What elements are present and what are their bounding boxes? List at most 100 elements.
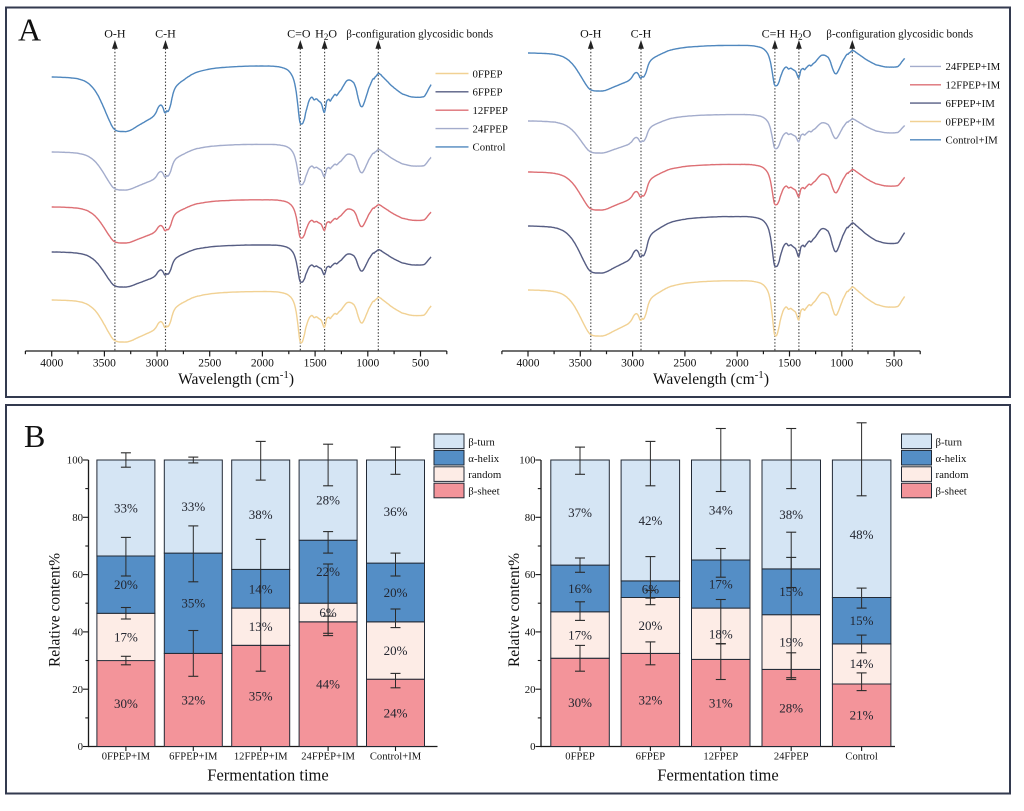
svg-text:28%: 28% <box>316 493 340 508</box>
svg-text:18%: 18% <box>709 626 733 641</box>
svg-text:H2O: H2O <box>315 27 337 43</box>
svg-text:0FPEP: 0FPEP <box>473 68 503 80</box>
svg-text:6%: 6% <box>642 582 660 597</box>
svg-text:2500: 2500 <box>673 358 696 370</box>
svg-text:H2O: H2O <box>789 27 811 43</box>
svg-text:Relative content%: Relative content% <box>506 553 523 667</box>
svg-text:13%: 13% <box>249 619 273 634</box>
svg-text:0: 0 <box>78 741 83 753</box>
svg-text:α-helix: α-helix <box>936 453 967 465</box>
svg-text:80: 80 <box>525 512 536 524</box>
svg-text:Relative content%: Relative content% <box>47 553 64 667</box>
svg-text:Control+IM: Control+IM <box>370 752 422 763</box>
svg-text:15%: 15% <box>779 584 803 599</box>
svg-text:20%: 20% <box>384 585 408 600</box>
svg-text:38%: 38% <box>779 507 803 522</box>
svg-text:44%: 44% <box>316 677 340 692</box>
svg-text:12FPEP+IM: 12FPEP+IM <box>946 80 1001 92</box>
svg-text:α-helix: α-helix <box>468 453 499 465</box>
svg-text:3500: 3500 <box>569 358 592 370</box>
svg-text:37%: 37% <box>568 505 592 520</box>
svg-text:6FPEP: 6FPEP <box>636 752 666 763</box>
svg-text:β-sheet: β-sheet <box>936 486 967 498</box>
svg-text:1500: 1500 <box>778 358 801 370</box>
svg-text:100: 100 <box>519 455 535 467</box>
svg-text:1500: 1500 <box>304 358 327 370</box>
svg-text:500: 500 <box>412 358 430 370</box>
svg-text:21%: 21% <box>850 708 874 723</box>
svg-text:1000: 1000 <box>356 358 379 370</box>
svg-text:12FPEP+IM: 12FPEP+IM <box>234 752 288 763</box>
svg-text:Control: Control <box>845 752 877 763</box>
svg-text:β-turn: β-turn <box>936 436 963 448</box>
svg-text:0: 0 <box>530 741 535 753</box>
svg-text:Control: Control <box>473 142 506 154</box>
svg-text:17%: 17% <box>709 577 733 592</box>
svg-text:4000: 4000 <box>40 358 63 370</box>
svg-text:15%: 15% <box>850 613 874 628</box>
svg-text:random: random <box>936 469 970 481</box>
svg-text:O-H: O-H <box>580 27 602 41</box>
svg-text:C-H: C-H <box>155 27 176 41</box>
svg-text:3000: 3000 <box>621 358 644 370</box>
svg-text:20: 20 <box>72 684 83 696</box>
svg-text:20%: 20% <box>384 643 408 658</box>
svg-text:31%: 31% <box>709 695 733 710</box>
svg-text:40: 40 <box>72 627 83 639</box>
svg-text:20: 20 <box>525 684 536 696</box>
svg-text:24FPEP+IM: 24FPEP+IM <box>946 61 1001 73</box>
svg-text:35%: 35% <box>181 596 205 611</box>
svg-text:β-sheet: β-sheet <box>468 486 499 498</box>
svg-text:0FPEP+IM: 0FPEP+IM <box>102 752 151 763</box>
svg-text:19%: 19% <box>779 635 803 650</box>
svg-text:500: 500 <box>885 358 903 370</box>
svg-text:4000: 4000 <box>517 358 540 370</box>
svg-text:3000: 3000 <box>146 358 169 370</box>
svg-text:6%: 6% <box>319 605 337 620</box>
svg-text:14%: 14% <box>249 581 273 596</box>
svg-text:40: 40 <box>525 627 536 639</box>
svg-text:24FPEP+IM: 24FPEP+IM <box>301 752 355 763</box>
svg-text:24%: 24% <box>384 705 408 720</box>
svg-text:12FPEP: 12FPEP <box>703 752 738 763</box>
svg-text:17%: 17% <box>568 628 592 643</box>
svg-text:60: 60 <box>525 569 536 581</box>
svg-text:O-H: O-H <box>104 27 126 41</box>
svg-text:β-turn: β-turn <box>468 436 495 448</box>
svg-text:6FPEP+IM: 6FPEP+IM <box>946 98 996 110</box>
svg-text:38%: 38% <box>249 507 273 522</box>
svg-text:32%: 32% <box>638 693 662 708</box>
svg-text:20%: 20% <box>638 618 662 633</box>
svg-text:A: A <box>18 12 41 48</box>
svg-text:C=O: C=O <box>287 27 311 41</box>
svg-text:Fermentation time: Fermentation time <box>657 766 778 785</box>
svg-text:C=H: C=H <box>762 27 786 41</box>
svg-text:random: random <box>468 469 502 481</box>
svg-text:2000: 2000 <box>726 358 749 370</box>
svg-text:6FPEP: 6FPEP <box>473 87 503 99</box>
svg-text:β-configuration glycosidic bon: β-configuration glycosidic bonds <box>346 29 493 41</box>
svg-text:0FPEP+IM: 0FPEP+IM <box>946 116 996 128</box>
svg-text:2500: 2500 <box>198 358 221 370</box>
svg-text:Fermentation time: Fermentation time <box>207 766 328 785</box>
svg-text:2000: 2000 <box>251 358 274 370</box>
svg-text:48%: 48% <box>850 527 874 542</box>
svg-text:17%: 17% <box>114 630 138 645</box>
svg-text:C-H: C-H <box>631 27 652 41</box>
svg-text:35%: 35% <box>249 689 273 704</box>
svg-text:24FPEP: 24FPEP <box>774 752 809 763</box>
svg-text:14%: 14% <box>850 656 874 671</box>
svg-text:B: B <box>24 418 45 454</box>
svg-text:60: 60 <box>72 569 83 581</box>
svg-text:0FPEP: 0FPEP <box>565 752 595 763</box>
svg-text:42%: 42% <box>638 513 662 528</box>
svg-text:33%: 33% <box>181 499 205 514</box>
svg-text:34%: 34% <box>709 503 733 518</box>
svg-text:3500: 3500 <box>93 358 116 370</box>
svg-text:100: 100 <box>67 455 83 467</box>
svg-text:20%: 20% <box>114 577 138 592</box>
svg-text:28%: 28% <box>779 701 803 716</box>
svg-text:80: 80 <box>72 512 83 524</box>
svg-text:6FPEP+IM: 6FPEP+IM <box>169 752 218 763</box>
svg-text:β-configuration glycosidic bon: β-configuration glycosidic bonds <box>826 29 973 41</box>
